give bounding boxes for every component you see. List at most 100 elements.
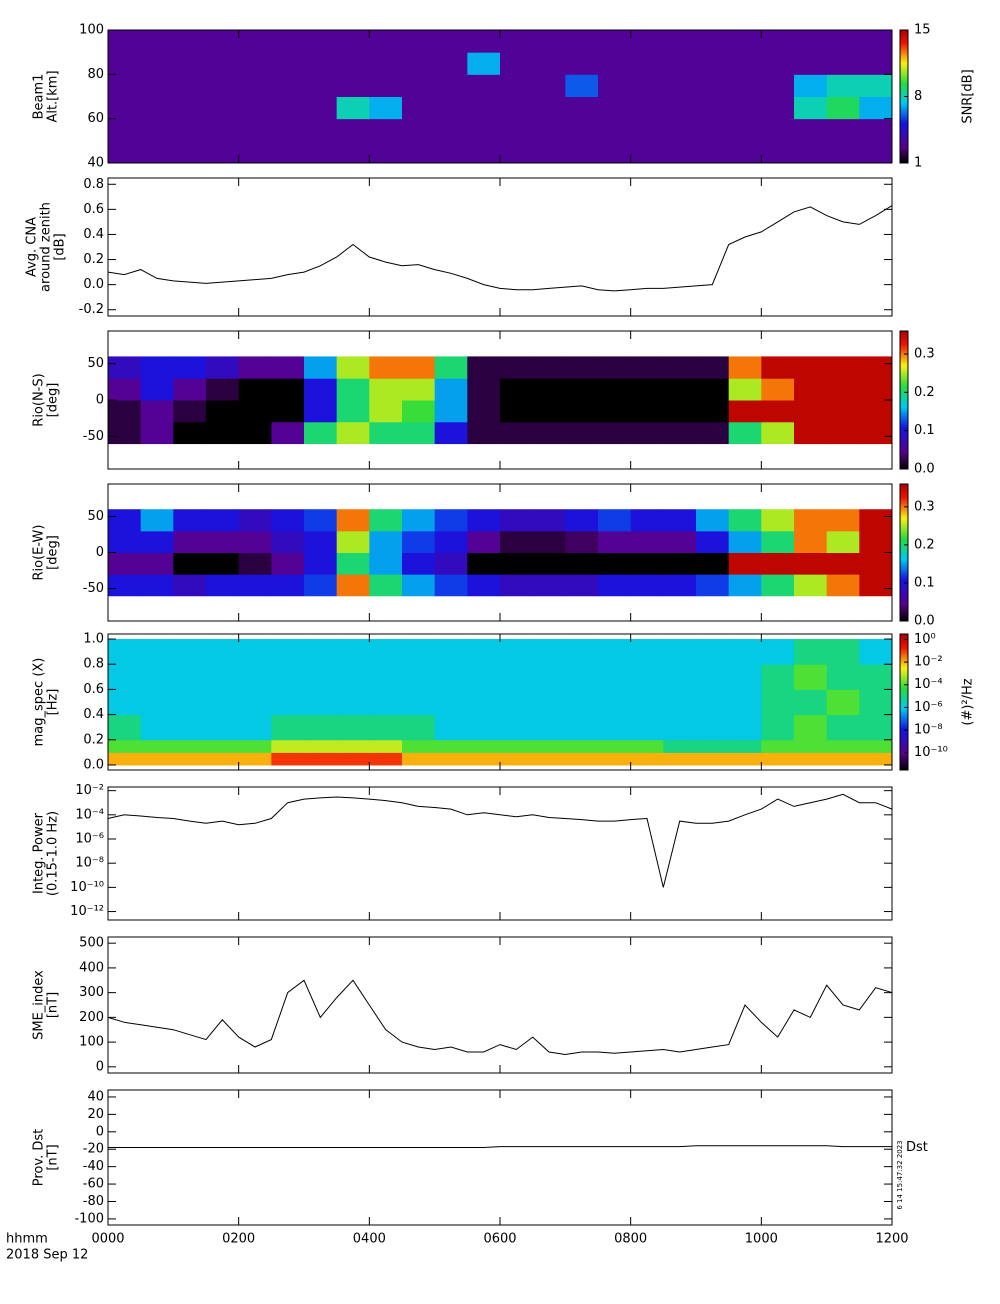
heatmap-cell — [794, 140, 828, 164]
heatmap-cell — [696, 552, 730, 575]
heatmap-cell — [108, 140, 142, 164]
heatmap-cell — [598, 752, 632, 766]
heatmap-cell — [467, 118, 501, 142]
heatmap-cell — [500, 664, 534, 690]
heatmap-cell — [565, 118, 599, 142]
heatmap-cell — [826, 639, 860, 665]
colorbar-tick-label: 10⁻⁶ — [914, 700, 943, 715]
heatmap-cell — [500, 689, 534, 716]
colorbar-tick-label: 0.2 — [914, 537, 935, 552]
heatmap-cell — [336, 639, 370, 665]
heatmap-cell — [206, 74, 240, 97]
heatmap-cell — [402, 714, 436, 741]
y-tick-label: 0 — [96, 1059, 104, 1074]
heatmap-cell — [598, 378, 632, 401]
heatmap-cell — [434, 739, 468, 753]
heatmap-cell — [630, 552, 664, 575]
heatmap-cell — [696, 509, 730, 532]
y-tick-label: -50 — [83, 581, 104, 596]
y-tick-label: 100 — [79, 23, 104, 38]
heatmap-cell — [402, 400, 436, 423]
heatmap-cell — [598, 421, 632, 445]
heatmap-cell — [794, 378, 828, 401]
heatmap-cell — [663, 378, 697, 401]
heatmap-cell — [630, 30, 664, 53]
heatmap-cell — [630, 356, 664, 379]
colorbar-tick-label: 10⁻⁸ — [914, 723, 943, 738]
heatmap-cell — [206, 552, 240, 575]
heatmap-cell — [663, 664, 697, 690]
heatmap-cell — [761, 639, 795, 665]
heatmap-cell — [238, 356, 272, 379]
heatmap-cell — [402, 30, 436, 53]
heatmap-cell — [206, 664, 240, 690]
heatmap-cell — [336, 52, 370, 75]
heatmap-cell — [532, 421, 566, 445]
heatmap-cell — [108, 639, 142, 665]
heatmap-cell — [826, 96, 860, 120]
heatmap-cell — [598, 356, 632, 379]
heatmap-cell — [826, 52, 860, 75]
heatmap-cell — [826, 30, 860, 53]
heatmap-cell — [173, 30, 207, 53]
heatmap-cell — [206, 714, 240, 741]
heatmap-cell — [173, 530, 207, 553]
heatmap-cell — [271, 30, 305, 53]
data-line — [107, 793, 893, 888]
heatmap-cell — [271, 574, 305, 597]
heatmap-cell — [336, 30, 370, 53]
y-tick-label: 300 — [79, 985, 104, 1000]
heatmap-cell — [826, 400, 860, 423]
heatmap-cell — [108, 378, 142, 401]
heatmap-cell — [696, 689, 730, 716]
heatmap-cell — [663, 52, 697, 75]
heatmap-cell — [402, 118, 436, 142]
heatmap-cell — [728, 664, 762, 690]
heatmap-cell — [304, 400, 338, 423]
heatmap-cell — [369, 552, 403, 575]
heatmap-cell — [761, 739, 795, 753]
heatmap-cell — [336, 74, 370, 97]
heatmap-cell — [140, 664, 174, 690]
y-tick-label: 50 — [87, 356, 104, 371]
heatmap-cell — [826, 421, 860, 445]
heatmap-cell — [402, 752, 436, 766]
heatmap-cell — [238, 509, 272, 532]
heatmap-cell — [696, 400, 730, 423]
heatmap-cell — [108, 118, 142, 142]
y-axis-label: [deg] — [46, 383, 61, 418]
heatmap-cell — [304, 689, 338, 716]
heatmap-cell — [206, 400, 240, 423]
heatmap-cell — [271, 714, 305, 741]
heatmap-cell — [859, 30, 893, 53]
heatmap-cell — [761, 118, 795, 142]
heatmap-cell — [336, 140, 370, 164]
heatmap-cell — [728, 140, 762, 164]
heatmap-cell — [369, 356, 403, 379]
heatmap-cell — [663, 421, 697, 445]
heatmap-cell — [271, 356, 305, 379]
heatmap-cell — [271, 552, 305, 575]
y-tick-label: 40 — [87, 1089, 104, 1104]
heatmap-cell — [696, 639, 730, 665]
heatmap-cell — [173, 714, 207, 741]
heatmap-cell — [532, 664, 566, 690]
heatmap-cell — [826, 74, 860, 97]
heatmap-cell — [826, 689, 860, 716]
heatmap-cell — [728, 552, 762, 575]
heatmap-cell — [336, 530, 370, 553]
heatmap-cell — [630, 421, 664, 445]
heatmap-cell — [173, 118, 207, 142]
heatmap-cell — [467, 400, 501, 423]
x-axis-label: 2018 Sep 12 — [6, 1248, 88, 1263]
heatmap-cell — [794, 118, 828, 142]
heatmap-cell — [238, 664, 272, 690]
heatmap-cell — [794, 400, 828, 423]
heatmap-cell — [859, 140, 893, 164]
y-tick-label: 100 — [79, 1035, 104, 1050]
heatmap-cell — [402, 378, 436, 401]
heatmap-cell — [467, 530, 501, 553]
heatmap-cell — [434, 74, 468, 97]
y-tick-label: 0 — [96, 545, 104, 560]
y-tick-label: 80 — [87, 67, 104, 82]
